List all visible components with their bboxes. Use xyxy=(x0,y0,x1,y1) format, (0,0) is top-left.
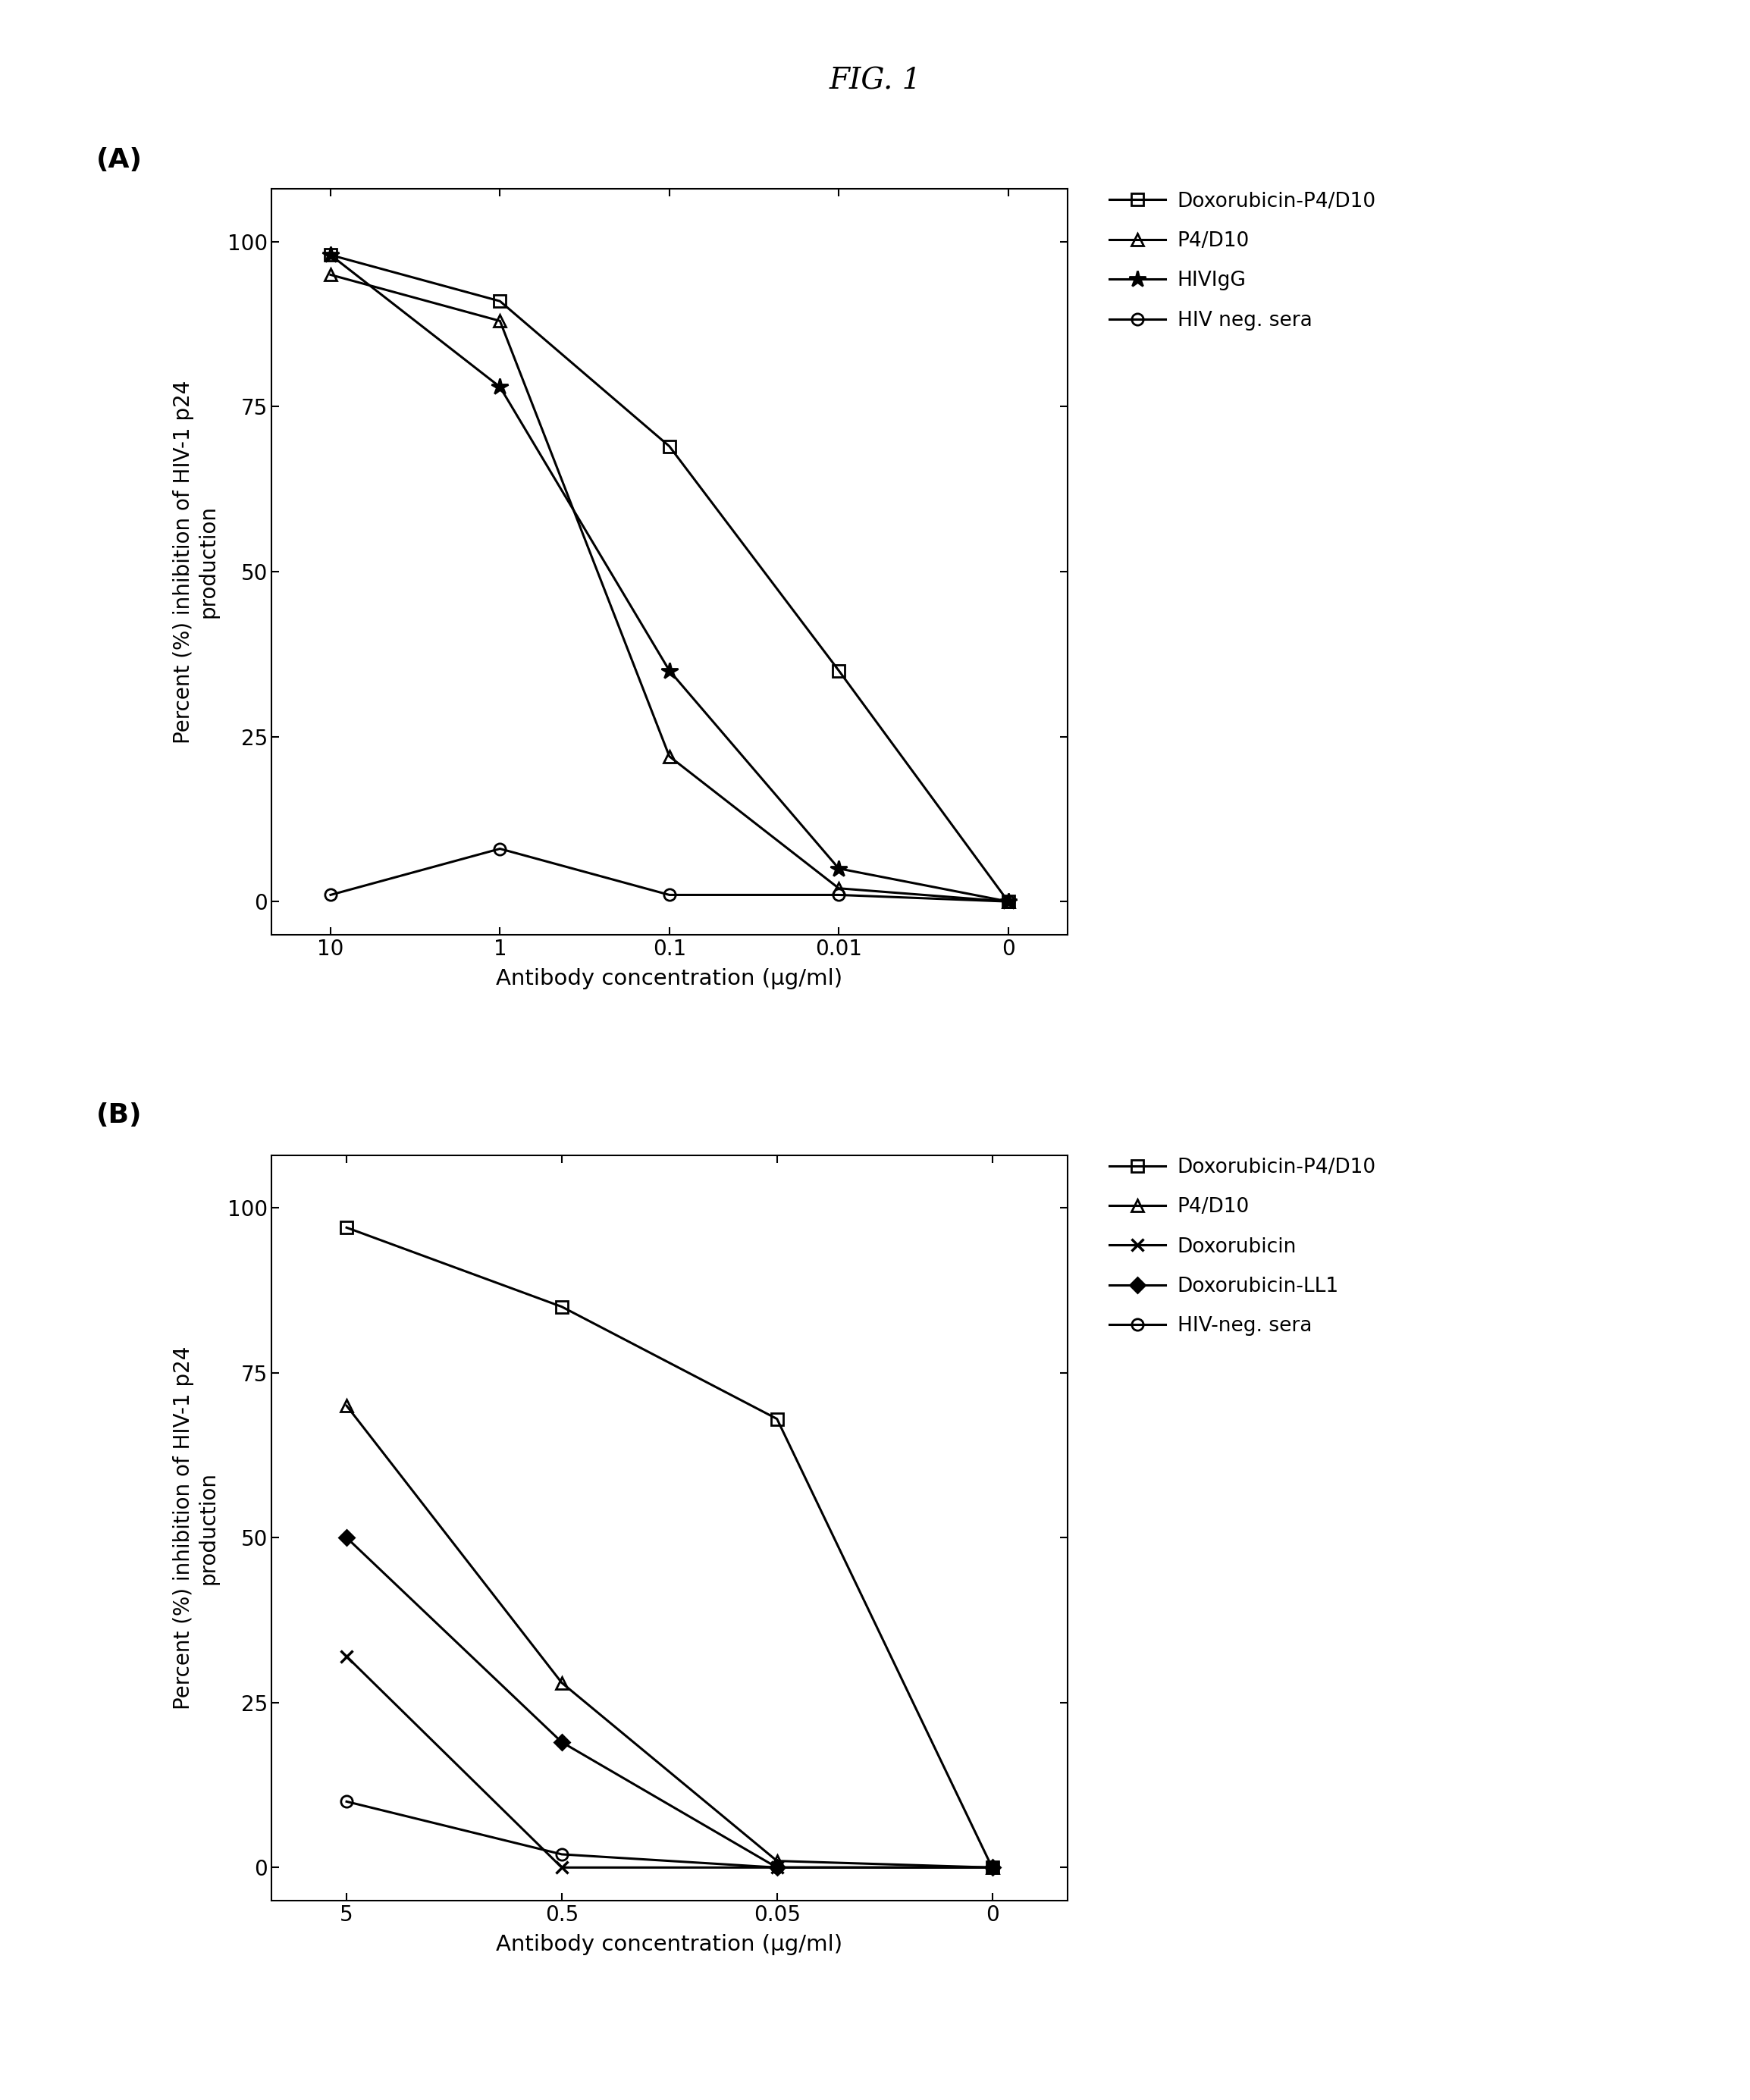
Text: (A): (A) xyxy=(96,147,142,172)
Legend: Doxorubicin-P4/D10, P4/D10, Doxorubicin, Doxorubicin-LL1, HIV-neg. sera: Doxorubicin-P4/D10, P4/D10, Doxorubicin,… xyxy=(1110,1157,1376,1336)
Legend: Doxorubicin-P4/D10, P4/D10, HIVIgG, HIV neg. sera: Doxorubicin-P4/D10, P4/D10, HIVIgG, HIV … xyxy=(1110,191,1376,330)
Text: (B): (B) xyxy=(96,1102,142,1128)
Text: FIG. 1: FIG. 1 xyxy=(830,67,921,94)
X-axis label: Antibody concentration (μg/ml): Antibody concentration (μg/ml) xyxy=(495,968,844,989)
Y-axis label: Percent (%) inhibition of HIV-1 p24
production: Percent (%) inhibition of HIV-1 p24 prod… xyxy=(173,1346,219,1709)
X-axis label: Antibody concentration (μg/ml): Antibody concentration (μg/ml) xyxy=(495,1934,844,1955)
Y-axis label: Percent (%) inhibition of HIV-1 p24
production: Percent (%) inhibition of HIV-1 p24 prod… xyxy=(173,380,219,743)
